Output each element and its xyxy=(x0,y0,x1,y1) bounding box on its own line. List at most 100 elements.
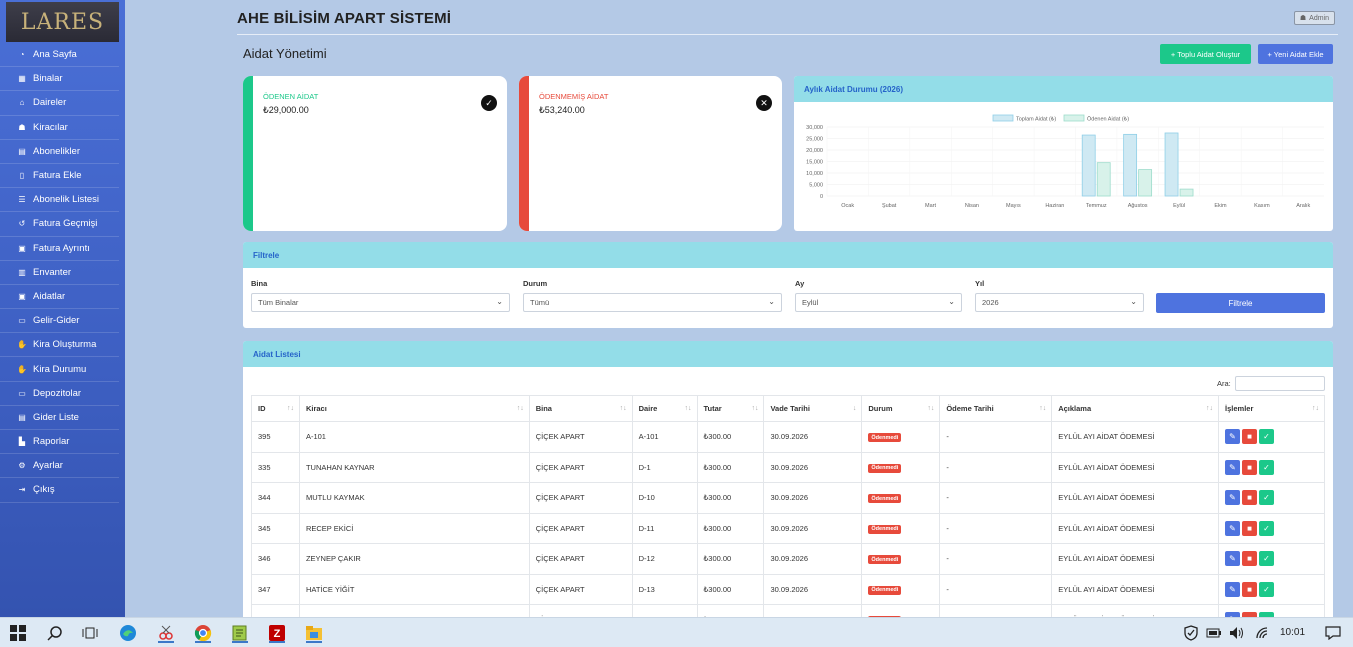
cell-id: 345 xyxy=(251,512,300,544)
delete-button[interactable]: ■ xyxy=(1242,612,1258,617)
notifications-icon[interactable] xyxy=(1322,623,1344,643)
mark-paid-button[interactable]: ✓ xyxy=(1259,520,1275,536)
security-shield-icon[interactable] xyxy=(1180,623,1202,643)
column-header[interactable]: Vade Tarihi ↓ xyxy=(763,395,863,422)
cell-actions: ✎■✓ xyxy=(1218,421,1325,453)
sidebar-item-hand-holding-usd[interactable]: ✋ Kira Durumu xyxy=(0,357,119,382)
delete-button[interactable]: ■ xyxy=(1242,429,1258,445)
add-new-due-button[interactable]: + Yeni Aidat Ekle xyxy=(1258,44,1333,64)
sidebar-item-label: Kiracılar xyxy=(33,121,68,133)
sidebar-item-money-bill[interactable]: ▭ Gelir-Gider xyxy=(0,309,119,334)
sidebar-item-hand-holding[interactable]: ✋ Kira Oluşturma xyxy=(0,333,119,358)
edit-button[interactable]: ✎ xyxy=(1225,551,1241,567)
notepad-icon[interactable] xyxy=(229,623,251,643)
sidebar-item-chart[interactable]: ▙ Raporlar xyxy=(0,430,119,455)
column-header[interactable]: Daire ↑↓ xyxy=(631,395,698,422)
delete-button[interactable]: ■ xyxy=(1242,551,1258,567)
ay-select[interactable]: Eylül ⌄ xyxy=(795,293,962,312)
search-input[interactable] xyxy=(1235,376,1325,391)
mark-paid-button[interactable]: ✓ xyxy=(1259,490,1275,506)
sort-icon: ↑↓ xyxy=(619,405,627,412)
column-header[interactable]: Açıklama ↑↓ xyxy=(1051,395,1220,422)
search-icon[interactable] xyxy=(44,623,66,643)
delete-button[interactable]: ■ xyxy=(1242,581,1258,597)
sort-icon: ↑↓ xyxy=(1206,405,1214,412)
sidebar-item-gear[interactable]: ⚙ Ayarlar xyxy=(0,454,119,479)
yil-select[interactable]: 2026 ⌄ xyxy=(975,293,1144,312)
sidebar-item-money[interactable]: ▣ Fatura Ayrıntı xyxy=(0,237,119,261)
delete-button[interactable]: ■ xyxy=(1242,520,1258,536)
sidebar-item-home[interactable]: ⌂ Daireler xyxy=(0,91,119,116)
wifi-icon[interactable] xyxy=(1252,623,1274,643)
hand-holding-usd-icon: ✋ xyxy=(17,364,27,374)
column-header[interactable]: ID ↑↓ xyxy=(251,395,300,422)
sort-icon: ↑↓ xyxy=(1312,405,1319,412)
edit-button[interactable]: ✎ xyxy=(1225,429,1241,445)
monthly-dues-chart-card: Aylık Aidat Durumu (2026) Toplam Aidat (… xyxy=(794,76,1333,231)
dashboard-icon: ◔ xyxy=(19,50,25,60)
cell-aciklama: EYLÜL AYI AİDAT ÖDEMESİ xyxy=(1051,604,1220,617)
mark-paid-button[interactable]: ✓ xyxy=(1259,459,1275,475)
edit-button[interactable]: ✎ xyxy=(1225,459,1241,475)
edge-icon[interactable] xyxy=(117,623,139,643)
home-icon: ⌂ xyxy=(19,98,25,108)
delete-button[interactable]: ■ xyxy=(1242,490,1258,506)
admin-button[interactable]: ☗ Admin xyxy=(1293,11,1335,25)
volume-icon[interactable] xyxy=(1226,623,1248,643)
app-title: AHE BİLİSİM APART SİSTEMİ xyxy=(237,10,452,27)
bar-total xyxy=(1081,134,1096,197)
chrome-icon[interactable] xyxy=(192,623,214,643)
edit-button[interactable]: ✎ xyxy=(1225,490,1241,506)
column-header[interactable]: Bina ↑↓ xyxy=(528,395,633,422)
sidebar: LARES ◔ Ana Sayfa ▦ Binalar ⌂ Daireler ☗ Kiracı… xyxy=(0,0,125,617)
sidebar-item-clipboard[interactable]: ▤ Abonelikler xyxy=(0,140,119,164)
windows-start-icon[interactable] xyxy=(7,623,29,643)
bulk-create-dues-button[interactable]: + Toplu Aidat Oluştur xyxy=(1160,44,1251,64)
status-badge: Ödenmedi xyxy=(868,524,902,534)
cell-kiraci: MUTLU KAYMAK xyxy=(298,482,530,514)
file-explorer-icon[interactable] xyxy=(303,623,325,643)
paid-dues-label: ÖDENEN AİDAT xyxy=(263,92,319,101)
bina-select[interactable]: Tüm Binalar ⌄ xyxy=(251,293,510,312)
gear-icon: ⚙ xyxy=(18,461,26,471)
clock[interactable]: 10:01 xyxy=(1280,627,1306,638)
mark-paid-button[interactable]: ✓ xyxy=(1259,551,1275,567)
mark-paid-button[interactable]: ✓ xyxy=(1259,581,1275,597)
mark-paid-button[interactable]: ✓ xyxy=(1259,612,1275,617)
column-header[interactable]: Kiracı ↑↓ xyxy=(298,395,530,422)
sidebar-item-wallet[interactable]: ▣ Aidatlar xyxy=(0,285,119,310)
yil-value: 2026 xyxy=(982,298,999,307)
sidebar-item-logout[interactable]: ⇥ Çıkış xyxy=(0,478,119,503)
edit-button[interactable]: ✎ xyxy=(1225,612,1241,617)
column-header[interactable]: Durum ↑↓ xyxy=(861,395,941,422)
battery-icon[interactable] xyxy=(1203,623,1225,643)
sidebar-item-building[interactable]: ▦ Binalar xyxy=(0,67,119,92)
filezilla-icon[interactable]: Z xyxy=(266,623,288,643)
column-header[interactable]: İşlemler ↑↓ xyxy=(1218,395,1325,422)
cell-actions: ✎■✓ xyxy=(1218,451,1325,483)
sidebar-item-users[interactable]: ☗ Kiracılar xyxy=(0,116,119,140)
sidebar-item-deposit[interactable]: ▭ Depozitolar xyxy=(0,382,119,406)
sidebar-item-label: Kira Durumu xyxy=(33,363,87,375)
delete-button[interactable]: ■ xyxy=(1242,459,1258,475)
logo[interactable]: LARES xyxy=(6,2,119,42)
edit-button[interactable]: ✎ xyxy=(1225,581,1241,597)
filter-button[interactable]: Filtrele xyxy=(1156,293,1325,313)
cell-vade: 30.09.2026 xyxy=(763,451,863,483)
column-header[interactable]: Ödeme Tarihi ↑↓ xyxy=(939,395,1053,422)
task-view-icon[interactable] xyxy=(79,623,101,643)
sidebar-item-list[interactable]: ☰ Abonelik Listesi xyxy=(0,188,119,213)
sidebar-item-label: Binalar xyxy=(33,73,63,85)
snipping-tool-icon[interactable] xyxy=(155,623,177,643)
sidebar-item-file-add[interactable]: ▯ Fatura Ekle xyxy=(0,164,119,189)
sidebar-item-box[interactable]: ▥ Envanter xyxy=(0,261,119,285)
cell-id: 395 xyxy=(251,421,300,453)
cell-vade: 30.09.2026 xyxy=(763,573,863,605)
mark-paid-button[interactable]: ✓ xyxy=(1259,429,1275,445)
column-header[interactable]: Tutar ↑↓ xyxy=(696,395,765,422)
sidebar-item-dashboard[interactable]: ◔ Ana Sayfa xyxy=(0,43,119,68)
durum-select[interactable]: Tümü ⌄ xyxy=(523,293,782,312)
sidebar-item-receipt[interactable]: ▤ Gider Liste xyxy=(0,406,119,430)
sidebar-item-history[interactable]: ↺ Fatura Geçmişi xyxy=(0,212,119,237)
edit-button[interactable]: ✎ xyxy=(1225,520,1241,536)
